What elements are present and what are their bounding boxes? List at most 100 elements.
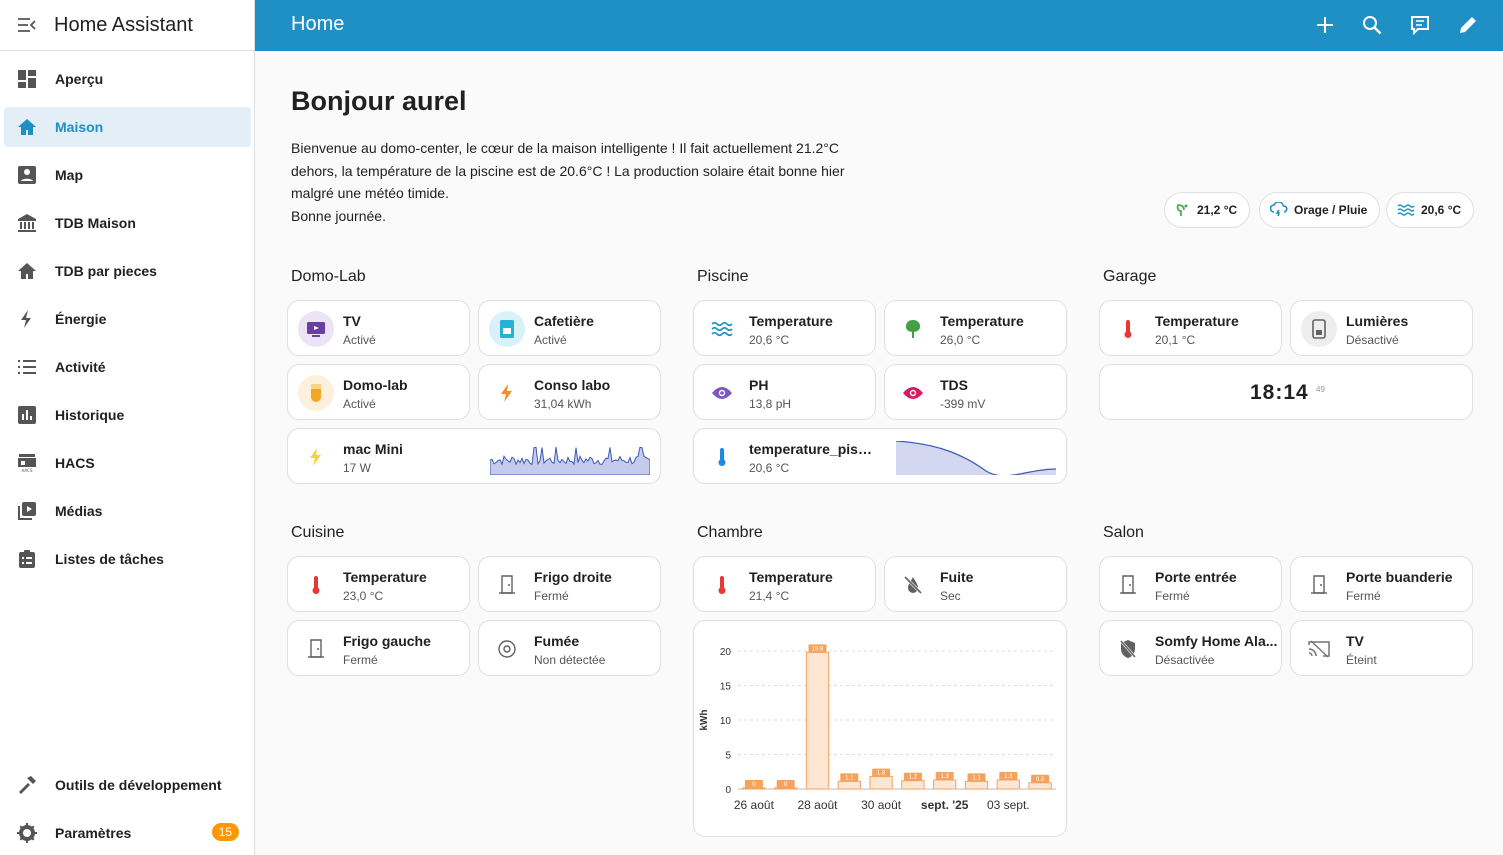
sidebar-header: Home Assistant (0, 0, 254, 51)
door-closed-icon (1110, 567, 1146, 603)
card-lumieres[interactable]: Lumières Désactivé (1290, 300, 1473, 356)
list-icon (7, 357, 47, 377)
sidebar-item-apercu[interactable]: Aperçu (4, 59, 251, 99)
assist-button[interactable] (1406, 11, 1434, 39)
chip-pool-temp[interactable]: 20,6 °C (1386, 192, 1475, 228)
bar-label-bg (903, 772, 922, 781)
card-frigo-gauche[interactable]: Frigo gauche Fermé (287, 620, 470, 676)
sidebar-item-tdb-par-pieces[interactable]: TDB par pieces (4, 251, 251, 291)
chart-bar (901, 780, 925, 790)
cast-off-icon (1301, 631, 1337, 667)
sidebar-item-listes-de-taches[interactable]: Listes de tâches (4, 539, 251, 579)
chart-bar (869, 776, 893, 790)
sidebar-item-activite[interactable]: Activité (4, 347, 251, 387)
card-tv[interactable]: TV Activé (287, 300, 470, 356)
card-tds[interactable]: TDS -399 mV (884, 364, 1067, 420)
door-closed-icon (1301, 567, 1337, 603)
thermometer-icon (1110, 311, 1146, 347)
hammer-icon (7, 775, 47, 795)
card-temperature-piscine[interactable]: temperature_piscin... 20,6 °C (693, 428, 1067, 484)
card-cafetiere[interactable]: Cafetière Activé (478, 300, 661, 356)
clipboard-list-icon (7, 549, 47, 569)
sidebar-item-hacs[interactable]: HACS HACS (4, 443, 251, 483)
card-fumee[interactable]: Fumée Non détectée (478, 620, 661, 676)
card-conso-labo[interactable]: Conso labo 31,04 kWh (478, 364, 661, 420)
chart-bar (742, 787, 766, 790)
chart-bar (837, 780, 861, 790)
x-tick-label: sept. '25 (921, 798, 969, 812)
y-tick-label: 5 (725, 751, 731, 762)
cloud-rain-icon (1270, 202, 1288, 217)
light-switch-icon (1301, 311, 1337, 347)
waves-icon (704, 311, 740, 347)
thermometer-icon (704, 439, 740, 475)
card-pool-temperature[interactable]: Temperature 20,6 °C (693, 300, 876, 356)
eye-icon (895, 375, 931, 411)
sidebar-item-tdb-maison[interactable]: TDB Maison (4, 203, 251, 243)
sidebar-item-energie[interactable]: Énergie (4, 299, 251, 339)
power-sparkline (490, 446, 650, 475)
sidebar-item-historique[interactable]: Historique (4, 395, 251, 435)
lightning-icon (298, 439, 334, 475)
bar-chart-icon (7, 405, 47, 425)
card-chambre-temperature[interactable]: Temperature 21,4 °C (693, 556, 876, 612)
bar-label-bg (840, 773, 859, 782)
svg-text:HACS: HACS (21, 468, 32, 473)
card-fuite[interactable]: Fuite Sec (884, 556, 1067, 612)
shield-off-icon (1110, 631, 1146, 667)
hacs-icon: HACS (7, 453, 47, 473)
bar-label-bg (967, 773, 986, 782)
chart-bar (1028, 782, 1052, 790)
waves-icon (1397, 204, 1415, 216)
search-icon (1363, 16, 1382, 35)
clock-card: 18:14 49 (1099, 364, 1473, 420)
sidebar-item-map[interactable]: Map (4, 155, 251, 195)
section-title-garage: Garage (1103, 268, 1157, 285)
eye-icon (704, 375, 740, 411)
card-porte-entree[interactable]: Porte entrée Fermé (1099, 556, 1282, 612)
sidebar-item-dev-tools[interactable]: Outils de développement (4, 765, 251, 805)
smoke-detector-icon (489, 631, 525, 667)
section-title-piscine: Piscine (697, 268, 749, 285)
lightning-icon (489, 375, 525, 411)
chart-bar (774, 787, 798, 790)
chart-bar (996, 779, 1020, 790)
temperature-sparkline (896, 441, 1056, 475)
add-button[interactable] (1311, 11, 1339, 39)
sidebar-item-parametres[interactable]: Paramètres 15 (4, 813, 251, 853)
top-bar: Home (255, 0, 1503, 51)
thermometer-icon (704, 567, 740, 603)
sidebar-item-medias[interactable]: Médias (4, 491, 251, 531)
chip-outdoor-temp[interactable]: 21,2 °C (1164, 192, 1251, 228)
card-garage-temperature[interactable]: Temperature 20,1 °C (1099, 300, 1282, 356)
bar-label-bg (999, 772, 1018, 781)
plus-icon (1317, 17, 1333, 33)
card-cuisine-temperature[interactable]: Temperature 23,0 °C (287, 556, 470, 612)
card-somfy-alarm[interactable]: Somfy Home Ala... Désactivée (1099, 620, 1282, 676)
section-title-cuisine: Cuisine (291, 524, 345, 541)
sidebar-item-maison[interactable]: Maison (4, 107, 251, 147)
bar-data-label: 0 (752, 782, 756, 788)
section-title-chambre: Chambre (697, 524, 763, 541)
section-title-domolab: Domo-Lab (291, 268, 366, 285)
pencil-icon (1460, 17, 1476, 33)
comment-icon (1411, 16, 1429, 35)
dashboard-icon (7, 69, 47, 89)
card-pool-air-temperature[interactable]: Temperature 26,0 °C (884, 300, 1067, 356)
edit-button[interactable] (1454, 11, 1482, 39)
card-frigo-droite[interactable]: Frigo droite Fermé (478, 556, 661, 612)
bar-data-label: 19.8 (812, 646, 824, 652)
card-ph[interactable]: PH 13,8 pH (693, 364, 876, 420)
bar-data-label: 0.9 (1036, 777, 1045, 783)
search-button[interactable] (1358, 11, 1386, 39)
card-domolab[interactable]: Domo-lab Activé (287, 364, 470, 420)
card-salon-tv[interactable]: TV Éteint (1290, 620, 1473, 676)
card-mac-mini[interactable]: mac Mini 17 W (287, 428, 661, 484)
card-porte-buanderie[interactable]: Porte buanderie Fermé (1290, 556, 1473, 612)
television-icon (298, 311, 334, 347)
home-icon (7, 117, 47, 137)
chip-weather[interactable]: Orage / Pluie (1259, 192, 1381, 228)
bar-data-label: 0 (784, 782, 788, 788)
menu-toggle-button[interactable] (0, 0, 54, 51)
y-tick-label: 10 (720, 716, 732, 727)
